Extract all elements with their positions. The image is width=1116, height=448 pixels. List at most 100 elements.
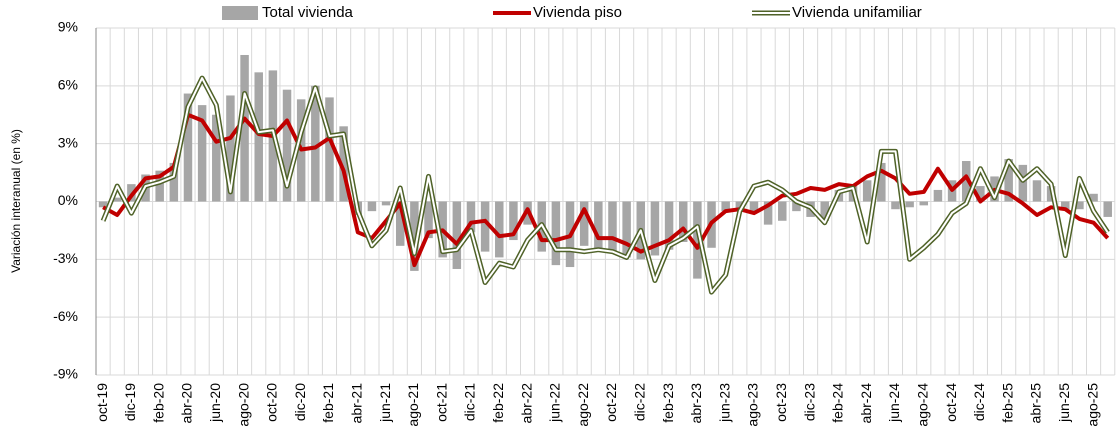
x-tick-label: ago-22 — [575, 383, 591, 427]
x-tick-label: dic-20 — [292, 383, 308, 421]
y-tick-label: -9% — [53, 366, 78, 382]
bar — [579, 201, 589, 246]
x-tick-label: feb-20 — [150, 383, 166, 423]
bar — [155, 170, 164, 202]
x-tick-label: oct-20 — [264, 383, 280, 422]
bar — [919, 201, 929, 206]
x-tick-label: feb-23 — [660, 383, 676, 423]
x-tick-label: abr-20 — [179, 383, 195, 424]
x-tick-label: ago-24 — [914, 383, 930, 427]
bar — [877, 162, 886, 202]
bar — [1032, 180, 1042, 202]
bar — [622, 201, 631, 258]
bar — [976, 186, 985, 202]
bar — [778, 201, 787, 221]
x-tick-label: ago-23 — [745, 383, 761, 427]
x-tick-label: oct-22 — [603, 383, 619, 422]
legend-label: Vivienda piso — [533, 4, 622, 21]
bar — [212, 114, 221, 202]
bar — [749, 201, 759, 212]
bar — [381, 201, 391, 206]
bar — [183, 93, 193, 202]
bar — [112, 197, 122, 202]
bar — [240, 54, 249, 202]
bar — [608, 201, 617, 252]
x-tick-label: ago-20 — [235, 383, 251, 427]
bar — [650, 201, 660, 256]
x-tick-label: dic-21 — [462, 383, 478, 421]
bar — [169, 162, 179, 202]
x-tick-label: abr-22 — [518, 383, 534, 424]
bar — [367, 201, 377, 212]
x-tick-label: ago-21 — [405, 383, 421, 427]
bar — [226, 95, 235, 202]
bar — [311, 85, 320, 202]
x-tick-label: oct-19 — [94, 383, 110, 422]
legend-label: Vivienda unifamiliar — [792, 4, 922, 21]
y-tick-label: 0% — [58, 192, 78, 208]
x-tick-label: dic-22 — [631, 383, 647, 421]
x-tick-label: oct-21 — [433, 383, 449, 422]
x-tick-label: dic-24 — [971, 383, 987, 421]
x-tick-label: abr-24 — [858, 383, 874, 424]
bar — [905, 201, 914, 208]
bar — [325, 97, 334, 202]
bar — [1061, 201, 1070, 210]
bar — [862, 180, 872, 202]
bar — [678, 201, 688, 242]
bar — [792, 201, 801, 212]
bar — [721, 201, 730, 212]
bar — [424, 201, 433, 239]
bar — [495, 201, 504, 258]
bar — [693, 201, 702, 279]
bar — [1089, 193, 1098, 202]
x-tick-label: oct-24 — [943, 383, 959, 422]
x-tick-label: abr-23 — [688, 383, 704, 424]
y-tick-label: 9% — [58, 19, 78, 35]
x-tick-label: jun-25 — [1056, 383, 1072, 423]
bar — [1103, 201, 1112, 217]
line-inner — [102, 77, 1109, 294]
bar — [509, 201, 518, 241]
bar — [410, 201, 419, 271]
x-tick-label: jun-23 — [716, 383, 732, 423]
bar — [452, 201, 462, 269]
bar — [1075, 201, 1084, 210]
x-tick-label: jun-22 — [547, 383, 563, 423]
bar — [763, 201, 773, 225]
line — [102, 112, 1110, 268]
bar — [891, 201, 900, 210]
x-tick-label: abr-25 — [1028, 383, 1044, 424]
x-tick-label: ago-25 — [1084, 383, 1100, 427]
bar — [551, 201, 561, 266]
bar — [933, 189, 943, 202]
x-tick-label: dic-19 — [122, 383, 138, 421]
bar — [254, 72, 263, 202]
x-tick-label: feb-25 — [999, 383, 1015, 423]
y-tick-label: 6% — [58, 77, 78, 93]
bar — [395, 201, 405, 246]
x-tick-label: feb-22 — [490, 383, 506, 423]
bar — [98, 201, 108, 208]
legend-swatch — [222, 6, 258, 20]
x-tick-label: jun-21 — [377, 383, 393, 423]
bar — [480, 201, 490, 252]
x-tick-label: dic-23 — [801, 383, 817, 421]
y-tick-label: -3% — [53, 250, 78, 266]
x-tick-label: oct-23 — [773, 383, 789, 422]
bar — [1004, 159, 1013, 202]
bar — [197, 105, 207, 202]
bar — [339, 126, 348, 202]
bar — [820, 201, 829, 221]
x-tick-label: jun-20 — [207, 383, 223, 423]
y-tick-label: -6% — [53, 308, 78, 324]
bar — [961, 161, 971, 202]
x-tick-label: feb-24 — [830, 383, 846, 423]
y-axis-label: Variación interanual (en %) — [9, 129, 23, 273]
x-tick-label: feb-21 — [320, 383, 336, 423]
bar — [466, 201, 476, 233]
bar — [664, 201, 674, 250]
bar — [1018, 164, 1028, 202]
